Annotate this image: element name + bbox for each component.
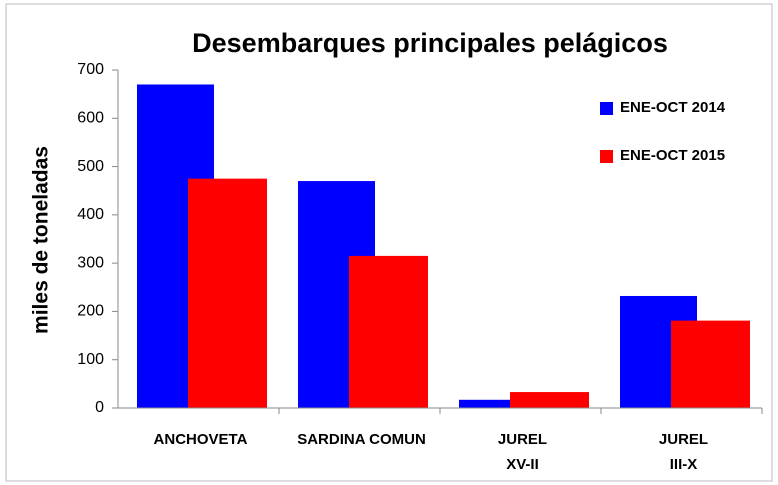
legend-swatch — [600, 102, 613, 115]
y-tick-label: 600 — [77, 110, 104, 127]
chart-frame — [5, 3, 773, 482]
y-tick-label: 100 — [77, 351, 104, 368]
x-tick-label: ANCHOVETA — [154, 431, 248, 448]
legend-label: ENE-OCT 2015 — [620, 147, 725, 164]
bar — [349, 255, 428, 408]
x-tick-label: JUREL XV-II — [498, 431, 547, 473]
bar — [671, 320, 750, 408]
chart-title: Desembarques principales pelágicos — [192, 28, 668, 58]
y-tick-label: 200 — [77, 303, 104, 320]
legend-swatch — [600, 150, 613, 163]
y-tick-label: 300 — [77, 254, 104, 271]
y-tick-label: 0 — [95, 399, 104, 416]
y-tick-label: 400 — [77, 206, 104, 223]
y-axis-label: miles de toneladas — [30, 146, 53, 334]
x-tick-label: JUREL III-X — [659, 431, 708, 473]
legend-label: ENE-OCT 2014 — [620, 99, 726, 116]
bar — [459, 399, 536, 408]
bar — [188, 178, 267, 408]
y-tick-label: 700 — [77, 61, 104, 78]
y-tick-label: 500 — [77, 158, 104, 175]
x-tick-label: SARDINA COMUN — [297, 431, 426, 448]
bar — [510, 392, 589, 408]
